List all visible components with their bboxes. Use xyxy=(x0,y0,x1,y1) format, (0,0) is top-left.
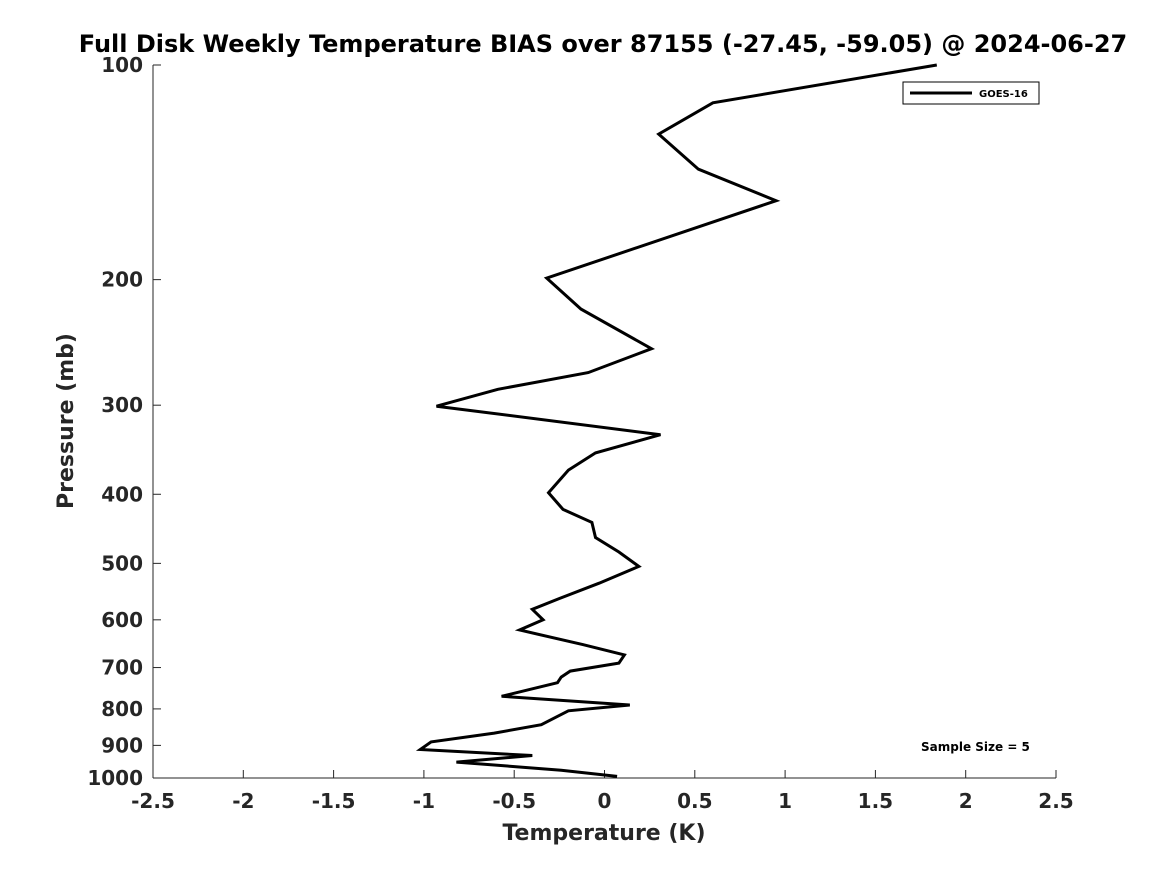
y-axis-label: Pressure (mb) xyxy=(54,333,79,509)
x-tick-label: -1.5 xyxy=(312,789,356,813)
y-tick-label: 600 xyxy=(101,608,143,632)
y-tick-label: 500 xyxy=(101,551,143,575)
x-axis-ticks: -2.5 -2 -1.5 -1 -0.5 0 0.5 1 1.5 2 2.5 xyxy=(131,770,1074,813)
y-tick-label: 700 xyxy=(101,656,143,680)
x-tick-label: -1 xyxy=(413,789,435,813)
y-tick-label: 400 xyxy=(101,482,143,506)
y-axis-ticks: 100 200 300 400 500 600 700 800 900 1000 xyxy=(87,53,161,790)
y-tick-label: 800 xyxy=(101,697,143,721)
series-line-goes-16 xyxy=(415,63,938,778)
x-tick-label: 2 xyxy=(959,789,973,813)
chart-title: Full Disk Weekly Temperature BIAS over 8… xyxy=(79,30,1127,58)
legend: GOES-16 xyxy=(902,81,1040,105)
x-tick-label: 2.5 xyxy=(1038,789,1073,813)
x-tick-label: 1 xyxy=(778,789,792,813)
x-tick-label: -2 xyxy=(232,789,254,813)
y-tick-label: 900 xyxy=(101,733,143,757)
x-tick-label: -0.5 xyxy=(492,789,536,813)
series-layer xyxy=(415,63,938,778)
x-tick-label: 0 xyxy=(598,789,612,813)
y-tick-label: 100 xyxy=(101,53,143,77)
y-tick-label: 300 xyxy=(101,393,143,417)
x-tick-label: 0.5 xyxy=(677,789,712,813)
legend-label-goes-16: GOES-16 xyxy=(979,89,1028,100)
y-tick-label: 200 xyxy=(101,268,143,292)
x-tick-label: -2.5 xyxy=(131,789,175,813)
y-tick-label: 1000 xyxy=(87,766,143,790)
sample-size-annotation: Sample Size = 5 xyxy=(921,740,1030,754)
x-tick-label: 1.5 xyxy=(858,789,893,813)
x-axis-label: Temperature (K) xyxy=(502,821,705,846)
